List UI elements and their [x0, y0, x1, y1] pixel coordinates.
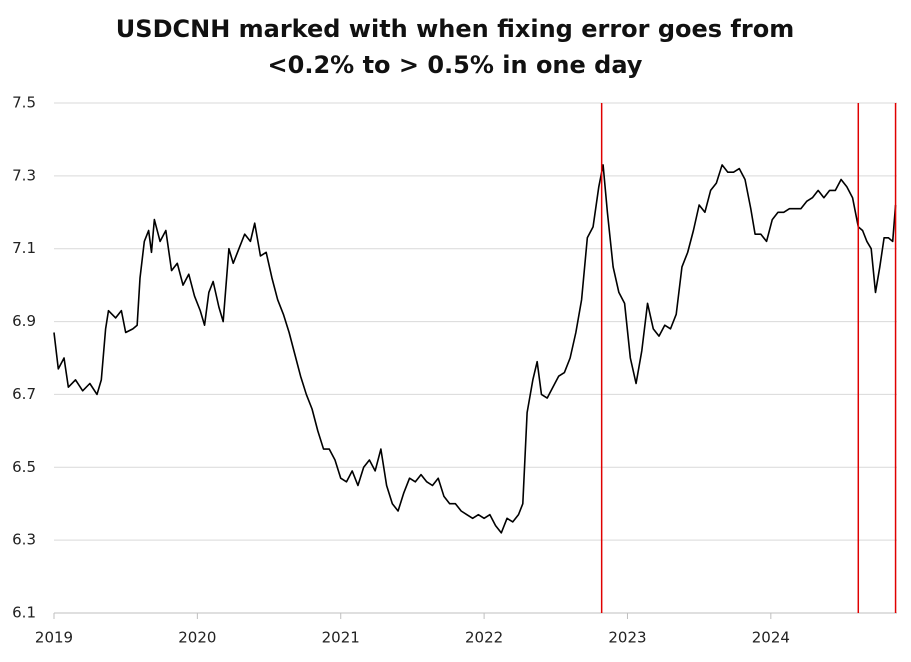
chart-title: <0.2% to > 0.5% in one day: [268, 51, 643, 79]
y-tick-label: 6.1: [12, 604, 36, 622]
x-tick-label: 2024: [752, 629, 790, 647]
y-tick-label: 7.1: [12, 239, 36, 257]
x-tick-label: 2023: [608, 629, 646, 647]
y-tick-label: 6.5: [12, 458, 36, 476]
y-tick-label: 7.5: [12, 94, 36, 112]
x-tick-label: 2020: [178, 629, 216, 647]
y-tick-label: 7.3: [12, 166, 36, 184]
y-tick-label: 6.3: [12, 531, 36, 549]
x-tick-label: 2022: [465, 629, 503, 647]
x-tick-label: 2021: [322, 629, 360, 647]
y-tick-label: 6.7: [12, 385, 36, 403]
x-tick-label: 2019: [35, 629, 73, 647]
y-tick-label: 6.9: [12, 312, 36, 330]
price-line: [53, 164, 897, 534]
chart-title: USDCNH marked with when fixing error goe…: [116, 15, 794, 43]
